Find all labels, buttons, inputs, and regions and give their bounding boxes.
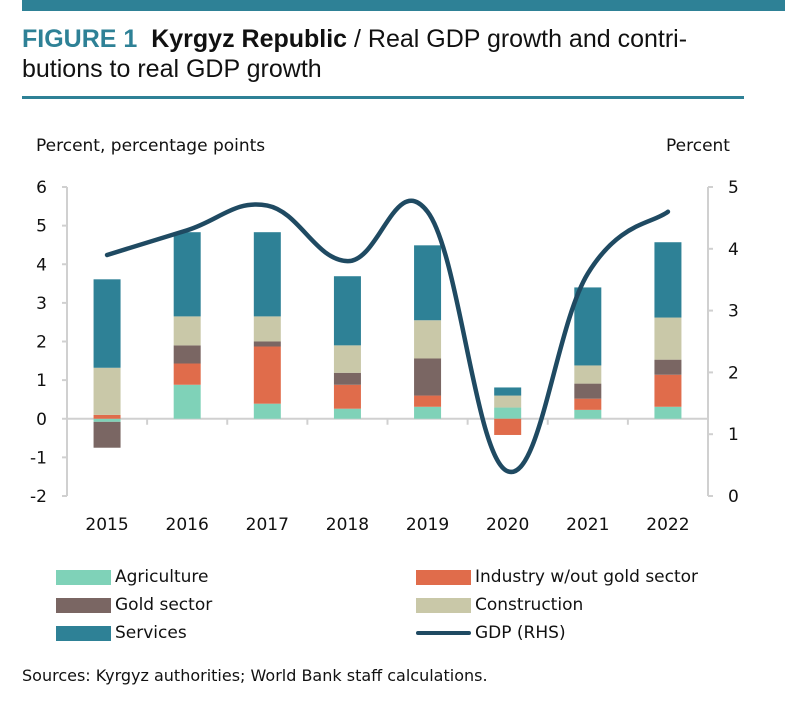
legend-label: Agriculture bbox=[115, 567, 209, 587]
right-axis-title: Percent bbox=[666, 136, 730, 156]
title-separator: / bbox=[347, 25, 368, 53]
left-tick-label: -1 bbox=[30, 448, 47, 468]
left-tick-label: 2 bbox=[36, 333, 47, 353]
bar-industry-2016 bbox=[173, 363, 201, 385]
bar-agriculture-2020 bbox=[494, 407, 522, 419]
bar-industry-2015 bbox=[93, 414, 121, 419]
figure-subtitle: Real GDP growth and contri-butions to re… bbox=[22, 25, 688, 83]
bar-gold-2022 bbox=[654, 359, 682, 375]
bar-services-2021 bbox=[574, 287, 602, 366]
bar-industry-2020 bbox=[494, 418, 522, 435]
bar-services-2018 bbox=[333, 276, 361, 346]
x-tick-label: 2016 bbox=[166, 515, 209, 535]
bar-agriculture-2015 bbox=[93, 418, 121, 422]
source-note: Sources: Kyrgyz authorities; World Bank … bbox=[22, 666, 488, 685]
figure-country: Kyrgyz Republic bbox=[151, 25, 348, 53]
x-tick-label: 2019 bbox=[406, 515, 449, 535]
left-tick-label: 5 bbox=[36, 217, 47, 237]
bar-construction-2021 bbox=[574, 365, 602, 384]
bar-services-2022 bbox=[654, 242, 682, 318]
gdp-line bbox=[104, 198, 671, 474]
x-tick-label: 2018 bbox=[326, 515, 369, 535]
bar-agriculture-2018 bbox=[333, 408, 361, 419]
legend-item-gdp: GDP (RHS) bbox=[416, 621, 566, 645]
legend-item-services: Services bbox=[56, 621, 187, 645]
bar-services-2016 bbox=[173, 232, 201, 317]
legend-item-industry: Industry w/out gold sector bbox=[416, 565, 698, 589]
x-tick-label: 2017 bbox=[246, 515, 289, 535]
legend-item-gold: Gold sector bbox=[56, 593, 212, 617]
left-tick-label: 6 bbox=[36, 178, 47, 198]
legend-label: Industry w/out gold sector bbox=[475, 567, 699, 587]
legend-item-agriculture: Agriculture bbox=[56, 565, 209, 589]
bar-agriculture-2019 bbox=[414, 406, 442, 419]
right-tick-label: 5 bbox=[728, 178, 739, 198]
bar-construction-2022 bbox=[654, 317, 682, 360]
legend-swatch-agriculture bbox=[56, 569, 111, 585]
gdp-contributions-chart: 6 5 4 3 2 1 0 -1 -2 5 4 3 2 1 0 2015 2016 2017 2018 2019 202… bbox=[30, 178, 739, 535]
bar-services-2015 bbox=[93, 279, 121, 368]
x-tick-label: 2020 bbox=[486, 515, 529, 535]
figure-label: FIGURE 1 bbox=[22, 25, 138, 53]
bar-industry-2019 bbox=[414, 395, 442, 407]
bar-services-2017 bbox=[253, 232, 281, 317]
legend-swatch-construction bbox=[416, 597, 471, 613]
bar-services-2019 bbox=[414, 245, 442, 321]
right-tick-label: 0 bbox=[728, 487, 739, 507]
bar-construction-2019 bbox=[414, 320, 442, 359]
bar-agriculture-2021 bbox=[574, 409, 602, 419]
right-tick-label: 3 bbox=[728, 302, 739, 322]
top-accent-bar bbox=[22, 0, 785, 11]
legend-item-construction: Construction bbox=[416, 593, 583, 617]
bar-gold-2017 bbox=[253, 341, 281, 347]
left-tick-label: 0 bbox=[36, 410, 47, 430]
bar-gold-2021 bbox=[574, 383, 602, 399]
bar-services-2020 bbox=[494, 387, 522, 396]
right-tick-label: 2 bbox=[728, 363, 739, 383]
bar-construction-2018 bbox=[333, 345, 361, 373]
title-rule bbox=[22, 96, 744, 99]
left-tick-label: -2 bbox=[30, 487, 47, 507]
bar-gold-2016 bbox=[173, 345, 201, 364]
legend-swatch-services bbox=[56, 625, 111, 641]
legend-swatch-gold bbox=[56, 597, 111, 613]
bar-industry-2018 bbox=[333, 384, 361, 409]
bar-gold-2015 bbox=[93, 421, 121, 448]
bar-construction-2020 bbox=[494, 395, 522, 408]
left-tick-label: 3 bbox=[36, 294, 47, 314]
bar-gold-2018 bbox=[333, 372, 361, 385]
bar-agriculture-2016 bbox=[173, 384, 201, 419]
right-tick-label: 4 bbox=[728, 240, 739, 260]
bar-gold-2019 bbox=[414, 358, 442, 396]
bar-agriculture-2022 bbox=[654, 406, 682, 419]
left-axis-title: Percent, percentage points bbox=[36, 136, 266, 156]
bar-construction-2015 bbox=[93, 367, 121, 415]
legend-label: Gold sector bbox=[115, 595, 213, 615]
left-tick-label: 4 bbox=[36, 255, 47, 275]
figure-title: FIGURE 1 Kyrgyz Republic / Real GDP grow… bbox=[22, 24, 742, 84]
legend-label: Construction bbox=[475, 595, 584, 615]
x-tick-label: 2022 bbox=[646, 515, 689, 535]
legend-swatch-gdp bbox=[416, 631, 471, 635]
right-tick-label: 1 bbox=[728, 425, 739, 445]
left-tick-label: 1 bbox=[36, 371, 47, 391]
bar-construction-2016 bbox=[173, 316, 201, 346]
bar-industry-2017 bbox=[253, 346, 281, 404]
bar-industry-2021 bbox=[574, 398, 602, 410]
x-tick-label: 2015 bbox=[85, 515, 128, 535]
legend-swatch-industry bbox=[416, 569, 471, 585]
bar-agriculture-2017 bbox=[253, 403, 281, 419]
bar-industry-2022 bbox=[654, 374, 682, 407]
legend-label: GDP (RHS) bbox=[475, 623, 566, 643]
legend-label: Services bbox=[115, 623, 187, 643]
bar-construction-2017 bbox=[253, 316, 281, 342]
x-tick-label: 2021 bbox=[566, 515, 609, 535]
